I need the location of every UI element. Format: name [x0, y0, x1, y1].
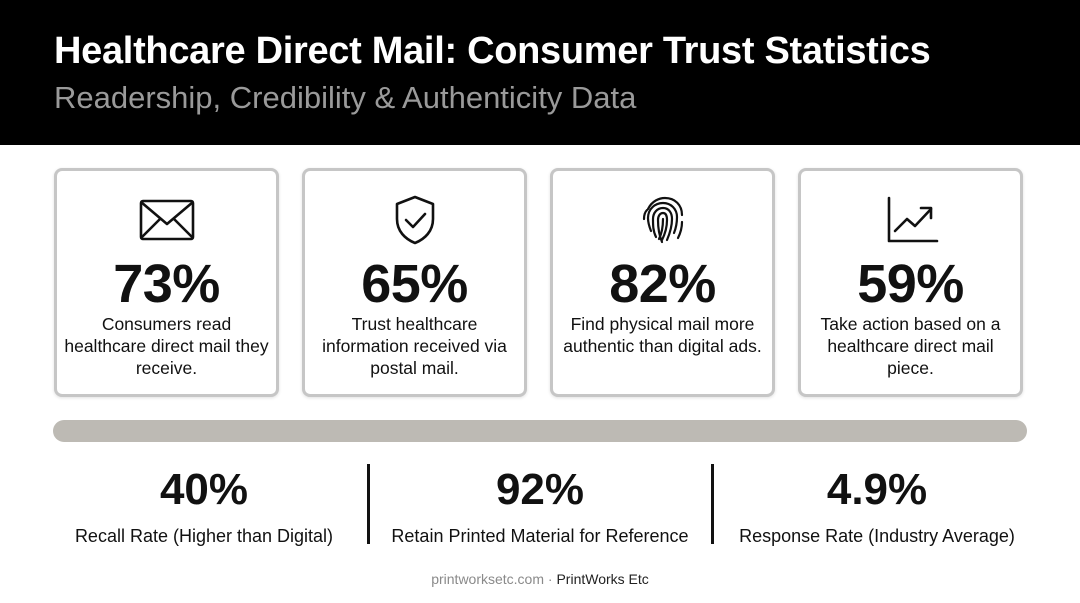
stat-card-read: 73% Consumers read healthcare direct mai… [54, 168, 279, 397]
card-value: 65% [361, 254, 468, 314]
stat-value: 40% [159, 465, 249, 514]
trending-chart-icon [882, 195, 940, 245]
footer-separator: · [547, 571, 553, 587]
card-description: Trust healthcare information received vi… [322, 314, 507, 378]
stat-card-authentic: 82% Find physical mail more authentic th… [550, 168, 775, 397]
page-title: Healthcare Direct Mail: Consumer Trust S… [54, 30, 931, 72]
footer-site-link[interactable]: printworksetc.com [431, 571, 545, 587]
card-value: 82% [609, 254, 716, 314]
shield-check-icon [386, 195, 444, 245]
stat-response-rate: 4.9% Response Rate (Industry Average) [727, 466, 1027, 547]
stat-retain-printed: 92% Retain Printed Material for Referenc… [380, 466, 700, 547]
stat-label: Response Rate (Industry Average) [739, 526, 1015, 546]
stat-value: 92% [495, 465, 585, 514]
stat-card-action: 59% Take action based on a healthcare di… [798, 168, 1023, 397]
stat-value: 4.9% [826, 465, 928, 514]
page-subtitle: Readership, Credibility & Authenticity D… [54, 80, 637, 115]
fingerprint-icon [634, 195, 692, 245]
card-description: Consumers read healthcare direct mail th… [64, 314, 269, 378]
vertical-separator [711, 464, 714, 544]
stat-card-trust: 65% Trust healthcare information receive… [302, 168, 527, 397]
header-banner: Healthcare Direct Mail: Consumer Trust S… [0, 0, 1080, 145]
footer-brand: PrintWorks Etc [556, 571, 649, 587]
card-value: 73% [113, 254, 220, 314]
stat-recall-rate: 40% Recall Rate (Higher than Digital) [54, 466, 354, 547]
vertical-separator [367, 464, 370, 544]
card-description: Find physical mail more authentic than d… [563, 314, 762, 356]
envelope-icon [138, 195, 196, 245]
card-value: 59% [857, 254, 964, 314]
stat-label: Recall Rate (Higher than Digital) [74, 526, 334, 546]
footer: printworksetc.com · PrintWorks Etc [0, 571, 1080, 587]
card-description: Take action based on a healthcare direct… [820, 314, 1001, 378]
stat-label: Retain Printed Material for Reference [391, 526, 689, 546]
section-divider-bar [53, 420, 1027, 442]
